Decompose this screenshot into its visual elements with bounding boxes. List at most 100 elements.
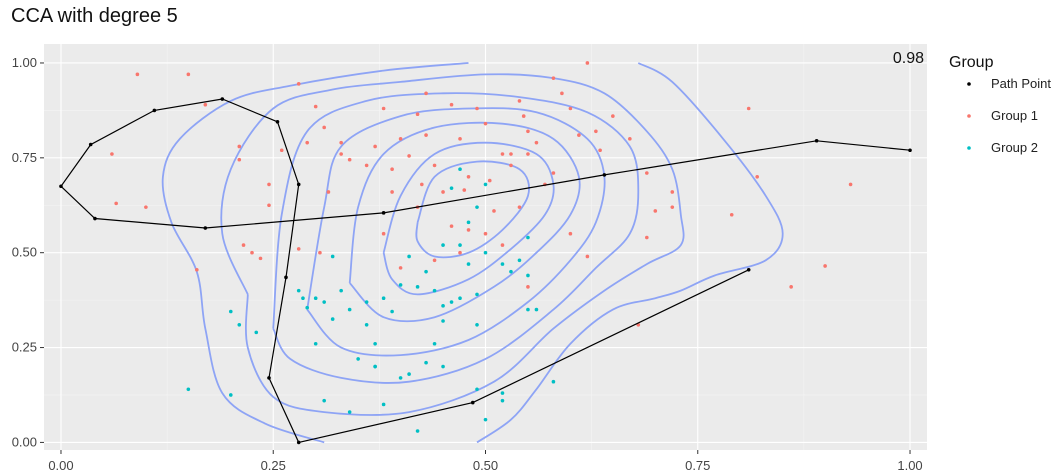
path-point <box>203 226 208 230</box>
group-1-point <box>339 140 343 145</box>
group-1-point <box>313 104 318 109</box>
group-1-point <box>339 152 343 156</box>
path-point <box>275 119 280 124</box>
group-1-point <box>420 182 424 187</box>
group-1-point <box>611 114 615 118</box>
group-1-point <box>296 247 301 251</box>
group-1-point <box>458 250 462 255</box>
group-1-point <box>415 112 420 116</box>
legend-label-group-2: Group 2 <box>991 140 1038 155</box>
group-1-point <box>487 178 492 183</box>
group-1-point <box>526 285 530 289</box>
group-1-point <box>390 190 394 194</box>
group-1-point <box>267 203 271 208</box>
group-1-point <box>381 231 386 236</box>
group-1-point <box>645 235 649 240</box>
group-1-point <box>458 137 462 141</box>
path-point <box>267 376 271 380</box>
group-1-point <box>347 157 352 162</box>
group-1-point <box>237 144 242 149</box>
path-point <box>88 142 93 147</box>
group-1-point <box>466 175 471 179</box>
group-2-point <box>475 205 479 209</box>
group-2-point <box>475 387 479 392</box>
group-1-point <box>432 163 437 168</box>
path-point <box>381 211 386 215</box>
x-tick-label: 0.50 <box>473 458 498 472</box>
group-2-point <box>526 307 530 312</box>
group-2-point <box>500 262 505 266</box>
group-1-point <box>432 258 437 263</box>
contour-line <box>161 62 469 444</box>
legend-entry-group-1: Group 1 <box>967 108 1038 123</box>
group-2-point <box>483 250 488 255</box>
group-2-point <box>526 273 530 278</box>
contour-line <box>220 73 685 416</box>
group-2-point <box>237 322 242 327</box>
path-point <box>746 267 751 272</box>
x-tick-label: 0.25 <box>261 458 286 472</box>
contour-line <box>415 160 530 259</box>
group-1-point <box>241 243 246 247</box>
group-2-point <box>466 220 471 225</box>
group-1-point <box>598 148 602 153</box>
group-1-point <box>534 140 539 145</box>
group-2-point <box>458 296 462 301</box>
group-1-point <box>517 99 522 103</box>
path-point <box>814 138 819 143</box>
group-1-point <box>258 256 263 261</box>
group-1-point <box>475 106 479 111</box>
group-1-point <box>322 125 326 130</box>
group-2-point <box>483 182 488 187</box>
group-1-point <box>551 76 556 80</box>
group-2-point <box>381 296 386 301</box>
group-2-point <box>186 387 191 392</box>
group-2-point <box>466 262 471 266</box>
path-point <box>93 216 97 221</box>
group-2-point <box>483 417 488 422</box>
group-1-point <box>364 163 369 168</box>
group-1-point <box>203 102 208 107</box>
path-point <box>470 400 475 405</box>
group-2-point <box>356 357 360 361</box>
x-tick-label: 0.75 <box>685 458 710 472</box>
group-2-point <box>424 360 428 365</box>
group-1-point <box>390 167 394 172</box>
group-1-point <box>237 157 242 162</box>
group-1-point <box>653 209 658 213</box>
group-2-point <box>441 243 445 247</box>
group-1-point <box>398 137 403 141</box>
group-1-point <box>560 91 564 96</box>
group-2-point <box>458 167 462 172</box>
path-point <box>220 97 225 101</box>
group-1-point <box>492 209 496 213</box>
group-1-point <box>250 250 254 255</box>
group-2-point <box>364 300 369 304</box>
group-1-point <box>279 148 284 153</box>
group-1-point <box>823 264 827 268</box>
chart-title: CCA with degree 5 <box>11 5 178 27</box>
group-2-point <box>415 285 420 289</box>
group-1-point <box>509 163 513 168</box>
group-2-point <box>364 322 369 327</box>
group-2-point <box>526 235 530 240</box>
group-1-point <box>594 129 598 134</box>
group-2-point <box>296 288 301 293</box>
group-1-point <box>407 154 411 158</box>
group-1-point <box>729 212 734 217</box>
group-2-point <box>313 341 318 346</box>
path-point <box>59 184 63 189</box>
group-1-point <box>186 72 191 77</box>
group-2-point <box>322 398 326 403</box>
group-2-point <box>305 305 310 310</box>
path-point <box>296 182 301 187</box>
legend-key-group-1 <box>967 114 971 118</box>
group-1-point <box>398 266 403 270</box>
group-1-point <box>373 144 377 149</box>
group-2-point <box>534 307 539 312</box>
path-point <box>602 173 607 177</box>
group-1-point <box>521 114 526 118</box>
group-2-point <box>322 300 326 304</box>
legend: Group Path Point Group 1 Group 2 <box>949 54 1051 155</box>
group-2-point <box>449 186 454 190</box>
